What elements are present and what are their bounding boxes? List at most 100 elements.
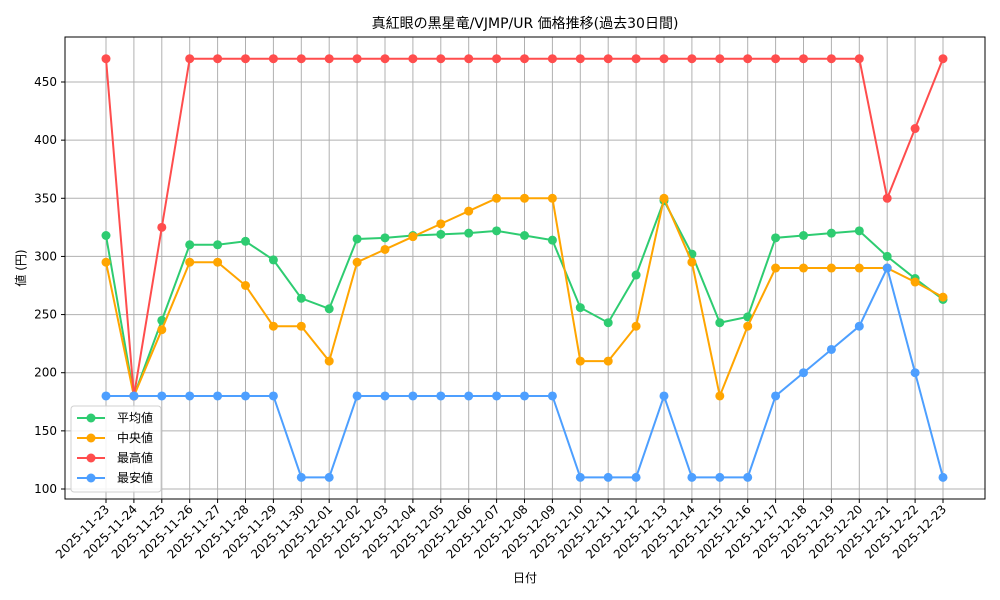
y-tick-label: 400 <box>34 133 57 147</box>
data-point <box>241 236 250 246</box>
y-tick-label: 350 <box>34 191 57 205</box>
data-point <box>520 391 529 401</box>
data-point <box>464 228 474 238</box>
data-point <box>910 124 920 134</box>
data-point <box>520 54 529 64</box>
data-point <box>324 54 334 64</box>
y-tick-label: 300 <box>34 249 57 263</box>
data-point <box>324 356 334 366</box>
data-point <box>631 54 641 64</box>
data-point <box>268 255 278 265</box>
data-point <box>659 391 669 401</box>
data-point <box>715 472 725 482</box>
y-axis-ticks: 100 150 200 250 300 350 400 450 <box>34 75 65 496</box>
data-point <box>492 226 502 236</box>
data-point <box>520 230 529 240</box>
data-point <box>436 219 446 229</box>
data-point <box>324 304 334 314</box>
data-point <box>129 391 139 401</box>
data-point <box>241 54 250 64</box>
data-point <box>826 228 836 238</box>
legend-label: 最安値 <box>117 470 153 485</box>
data-point <box>380 54 390 64</box>
data-point <box>743 321 753 331</box>
data-point <box>938 472 948 482</box>
data-point <box>185 240 195 250</box>
y-axis-label: 値 (円) <box>13 249 28 286</box>
data-point <box>436 391 446 401</box>
data-point <box>854 226 864 236</box>
data-point <box>520 193 529 203</box>
data-point <box>157 325 167 335</box>
legend-marker-icon <box>86 453 96 463</box>
legend-item: 平均値 <box>77 410 153 425</box>
data-point <box>715 318 725 328</box>
data-point <box>938 292 948 302</box>
data-point <box>603 356 613 366</box>
legend-marker-icon <box>86 473 96 483</box>
chart-title: 真紅眼の黒星竜/VJMP/UR 価格推移(過去30日間) <box>372 15 679 32</box>
data-point <box>352 391 362 401</box>
data-point <box>771 54 781 64</box>
data-point <box>826 344 836 354</box>
data-point <box>854 321 864 331</box>
data-point <box>659 54 669 64</box>
data-point <box>547 54 557 64</box>
data-point <box>631 472 641 482</box>
data-point <box>882 263 892 273</box>
data-point <box>268 391 278 401</box>
data-point <box>296 293 306 303</box>
data-point <box>854 263 864 273</box>
data-point <box>882 193 892 203</box>
data-point <box>547 235 557 245</box>
data-point <box>799 368 808 378</box>
data-point <box>938 54 948 64</box>
data-point <box>687 257 697 267</box>
data-point <box>771 263 781 273</box>
data-point <box>799 54 808 64</box>
x-axis-label: 日付 <box>513 571 537 585</box>
y-tick-label: 250 <box>34 308 57 322</box>
data-point <box>631 321 641 331</box>
x-axis-ticks: 2025-11-232025-11-242025-11-252025-11-26… <box>53 499 949 561</box>
data-point <box>380 391 390 401</box>
data-point <box>185 257 195 267</box>
data-point <box>799 263 808 273</box>
data-point <box>547 193 557 203</box>
data-point <box>464 54 474 64</box>
data-point <box>631 270 641 280</box>
data-point <box>771 233 781 243</box>
data-point <box>352 257 362 267</box>
y-tick-label: 100 <box>34 482 57 496</box>
data-point <box>826 54 836 64</box>
legend-label: 最高値 <box>117 450 153 465</box>
data-point <box>771 391 781 401</box>
data-point <box>408 232 418 242</box>
data-point <box>492 391 502 401</box>
data-point <box>157 391 167 401</box>
data-point <box>603 472 613 482</box>
data-point <box>436 229 446 239</box>
data-point <box>185 54 195 64</box>
data-point <box>268 54 278 64</box>
data-point <box>910 368 920 378</box>
data-point <box>101 391 111 401</box>
y-tick-label: 200 <box>34 366 57 380</box>
data-point <box>910 277 920 287</box>
data-point <box>575 54 585 64</box>
data-point <box>268 321 278 331</box>
legend-marker-icon <box>86 433 96 443</box>
data-point <box>352 234 362 244</box>
data-point <box>492 193 502 203</box>
data-point <box>352 54 362 64</box>
data-point <box>296 472 306 482</box>
legend-label: 中央値 <box>117 430 153 445</box>
data-point <box>296 321 306 331</box>
data-point <box>659 193 669 203</box>
legend-item: 中央値 <box>77 430 153 445</box>
data-point <box>743 54 753 64</box>
data-point <box>826 263 836 273</box>
y-tick-label: 450 <box>34 75 57 89</box>
